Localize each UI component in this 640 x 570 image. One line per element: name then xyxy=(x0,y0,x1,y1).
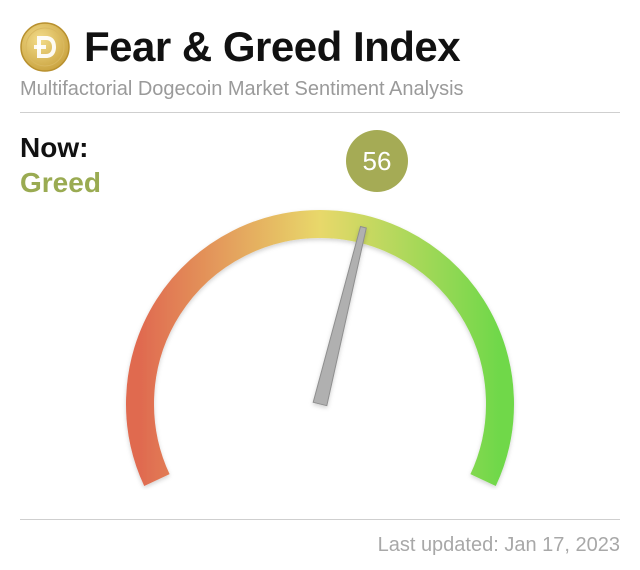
now-label: Now: xyxy=(20,132,89,163)
sentiment-gauge xyxy=(126,210,514,486)
index-value: 56 xyxy=(362,145,392,176)
bottom-divider xyxy=(20,519,620,520)
top-divider xyxy=(20,112,620,113)
gauge-needle xyxy=(312,225,367,407)
dogecoin-logo-icon xyxy=(20,22,70,72)
gauge-arc xyxy=(126,210,514,486)
sentiment-classification: Greed xyxy=(20,167,101,198)
index-value-badge: 56 xyxy=(346,130,408,192)
last-updated: Last updated: Jan 17, 2023 xyxy=(377,534,620,556)
header: Fear & Greed Index xyxy=(20,22,461,72)
page-subtitle: Multifactorial Dogecoin Market Sentiment… xyxy=(20,78,464,100)
page-title: Fear & Greed Index xyxy=(84,23,461,70)
